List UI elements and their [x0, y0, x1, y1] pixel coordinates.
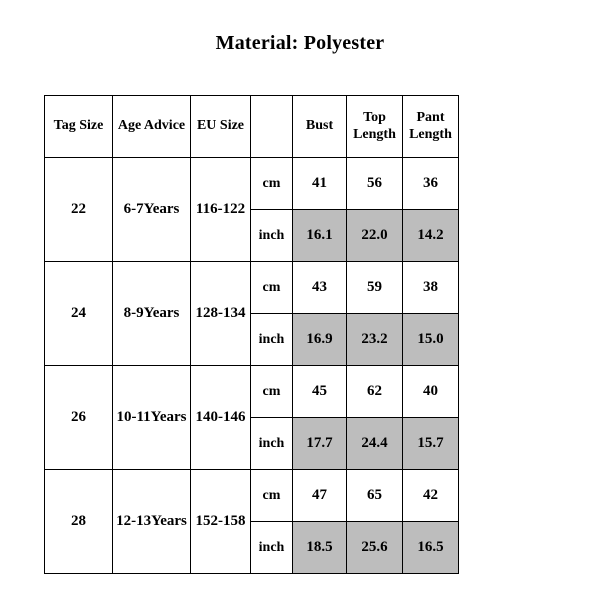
table-row: 28 12-13Years 152-158 cm 47 65 42: [45, 470, 459, 522]
cell-unit-cm: cm: [251, 366, 293, 418]
cell-pant-length-cm: 36: [403, 158, 459, 210]
cell-eu-size: 116-122: [191, 158, 251, 262]
col-tag-size: Tag Size: [45, 96, 113, 158]
cell-bust-inch: 16.1: [293, 210, 347, 262]
cell-tag-size: 24: [45, 262, 113, 366]
cell-unit-inch: inch: [251, 210, 293, 262]
col-age-advice: Age Advice: [113, 96, 191, 158]
table-row: 26 10-11Years 140-146 cm 45 62 40: [45, 366, 459, 418]
cell-unit-inch: inch: [251, 314, 293, 366]
cell-pant-length-cm: 40: [403, 366, 459, 418]
cell-unit-inch: inch: [251, 418, 293, 470]
cell-eu-size: 140-146: [191, 366, 251, 470]
cell-eu-size: 152-158: [191, 470, 251, 574]
col-eu-size: EU Size: [191, 96, 251, 158]
cell-age-advice: 6-7Years: [113, 158, 191, 262]
cell-top-length-cm: 56: [347, 158, 403, 210]
cell-unit-cm: cm: [251, 262, 293, 314]
cell-bust-cm: 45: [293, 366, 347, 418]
cell-unit-cm: cm: [251, 158, 293, 210]
cell-top-length-inch: 25.6: [347, 522, 403, 574]
cell-pant-length-inch: 15.7: [403, 418, 459, 470]
cell-top-length-cm: 65: [347, 470, 403, 522]
size-table: Tag Size Age Advice EU Size Bust TopLeng…: [44, 95, 459, 574]
cell-bust-cm: 41: [293, 158, 347, 210]
cell-age-advice: 12-13Years: [113, 470, 191, 574]
table-header-row: Tag Size Age Advice EU Size Bust TopLeng…: [45, 96, 459, 158]
cell-bust-inch: 18.5: [293, 522, 347, 574]
cell-unit-inch: inch: [251, 522, 293, 574]
col-pant-length: PantLength: [403, 96, 459, 158]
col-bust: Bust: [293, 96, 347, 158]
cell-age-advice: 8-9Years: [113, 262, 191, 366]
cell-top-length-inch: 23.2: [347, 314, 403, 366]
cell-top-length-inch: 24.4: [347, 418, 403, 470]
cell-pant-length-inch: 16.5: [403, 522, 459, 574]
cell-top-length-cm: 59: [347, 262, 403, 314]
table-row: 24 8-9Years 128-134 cm 43 59 38: [45, 262, 459, 314]
cell-pant-length-cm: 42: [403, 470, 459, 522]
cell-tag-size: 28: [45, 470, 113, 574]
cell-pant-length-inch: 15.0: [403, 314, 459, 366]
cell-pant-length-cm: 38: [403, 262, 459, 314]
cell-eu-size: 128-134: [191, 262, 251, 366]
table-row: 22 6-7Years 116-122 cm 41 56 36: [45, 158, 459, 210]
cell-bust-inch: 17.7: [293, 418, 347, 470]
cell-bust-cm: 43: [293, 262, 347, 314]
cell-unit-cm: cm: [251, 470, 293, 522]
col-unit: [251, 96, 293, 158]
page-title: Material: Polyester: [0, 32, 600, 55]
cell-tag-size: 22: [45, 158, 113, 262]
cell-pant-length-inch: 14.2: [403, 210, 459, 262]
cell-top-length-cm: 62: [347, 366, 403, 418]
cell-age-advice: 10-11Years: [113, 366, 191, 470]
cell-tag-size: 26: [45, 366, 113, 470]
cell-bust-inch: 16.9: [293, 314, 347, 366]
col-top-length: TopLength: [347, 96, 403, 158]
cell-top-length-inch: 22.0: [347, 210, 403, 262]
cell-bust-cm: 47: [293, 470, 347, 522]
